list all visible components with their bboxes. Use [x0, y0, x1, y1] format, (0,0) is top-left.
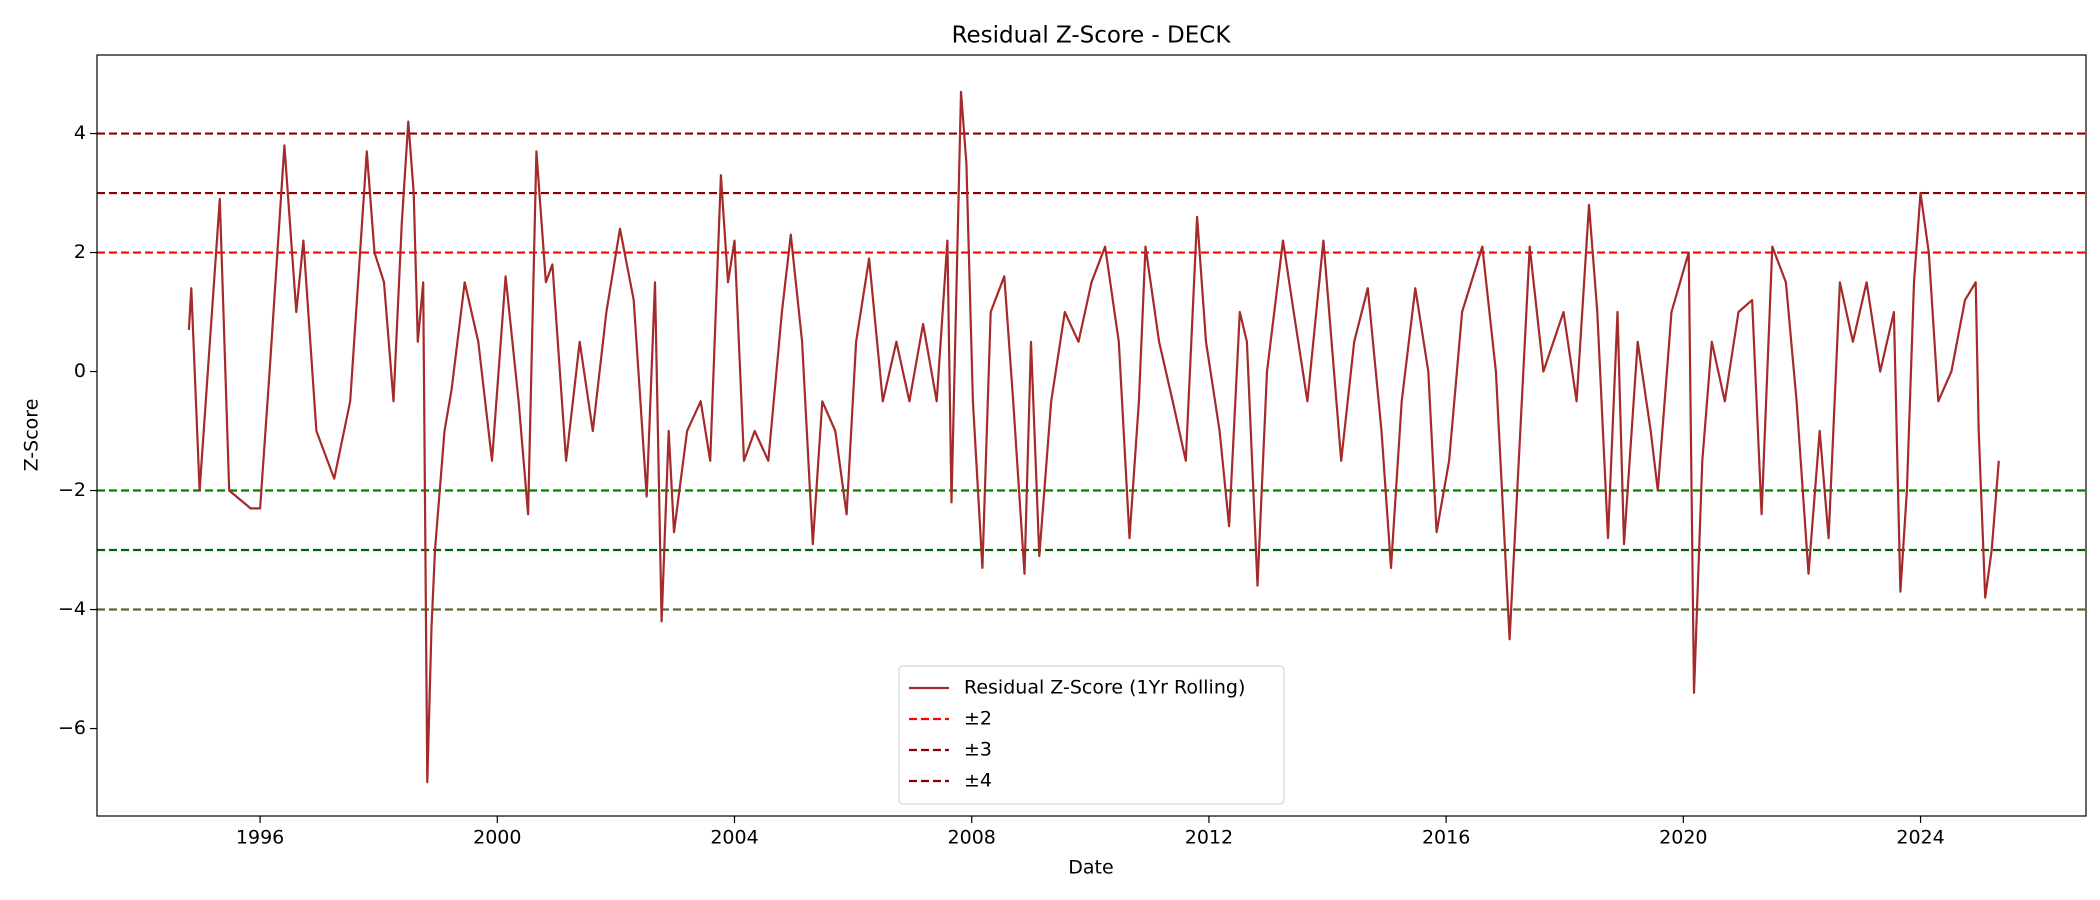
legend-box — [898, 665, 1285, 805]
legend: Residual Z-Score (1Yr Rolling) ±2 ±3 ±4 — [898, 665, 1285, 805]
x-tick-label: 2016 — [1422, 827, 1470, 849]
y-axis-label: Z-Score — [21, 399, 43, 472]
y-tick-label: −4 — [58, 598, 86, 620]
legend-label: Residual Z-Score (1Yr Rolling) — [964, 677, 1245, 699]
plot-frame — [96, 54, 2087, 817]
x-tick-label: 2020 — [1659, 827, 1707, 849]
chart-title: Residual Z-Score - DECK — [952, 23, 1232, 49]
legend-label: ±4 — [964, 770, 992, 792]
y-tick-label: 4 — [74, 122, 86, 144]
x-tick-label: 2004 — [710, 827, 758, 849]
series-line — [187, 90, 2000, 784]
y-tick-label: 0 — [74, 360, 86, 382]
legend-label: ±2 — [964, 708, 992, 730]
x-tick-label: 2012 — [1185, 827, 1233, 849]
x-tick-label: 2024 — [1896, 827, 1944, 849]
y-tick-label: −6 — [58, 717, 86, 739]
legend-label: ±3 — [964, 739, 992, 761]
x-tick-label: 1996 — [236, 827, 284, 849]
x-tick-label: 2000 — [473, 827, 521, 849]
y-tick-label: −2 — [58, 479, 86, 501]
y-tick-label: 2 — [74, 241, 86, 263]
x-axis-label: Date — [1068, 857, 1113, 879]
x-tick-label: 2008 — [948, 827, 996, 849]
